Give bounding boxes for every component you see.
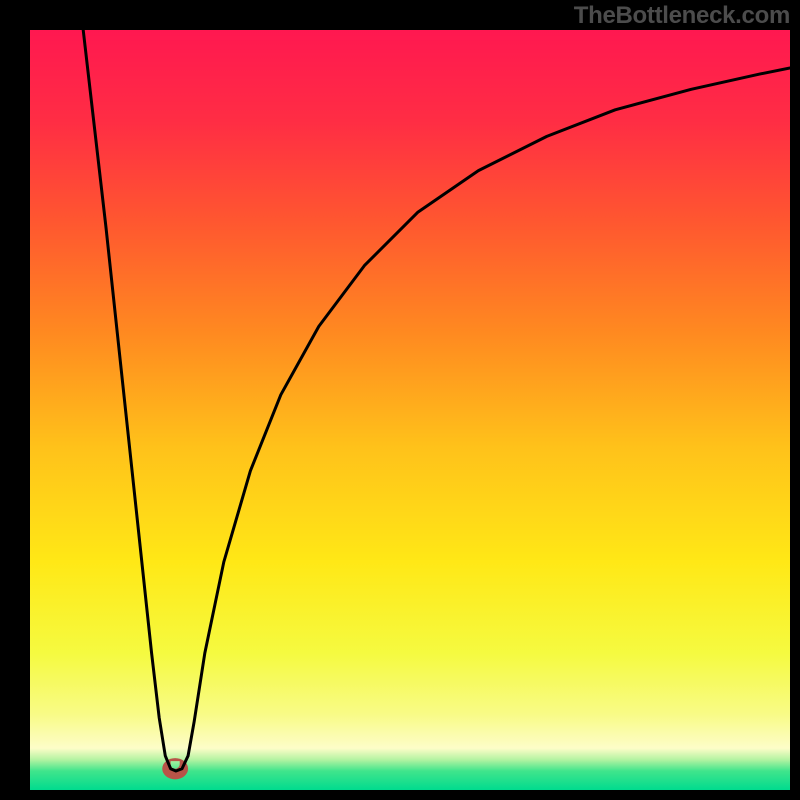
watermark-text: TheBottleneck.com xyxy=(574,2,790,30)
chart-container: TheBottleneck.com xyxy=(0,0,800,800)
gradient-background xyxy=(30,30,790,790)
chart-svg xyxy=(30,30,790,790)
plot-area xyxy=(30,30,790,790)
